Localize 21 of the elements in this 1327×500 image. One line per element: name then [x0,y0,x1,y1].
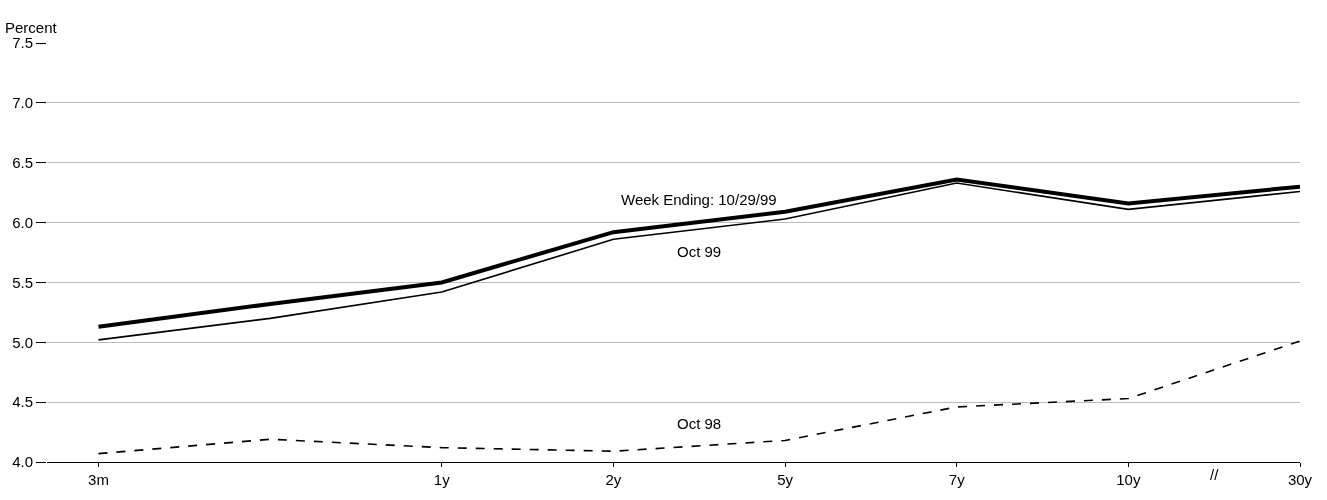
x-tick-label: 30y [1287,471,1313,488]
line-series [97,340,1300,455]
text: // [1210,466,1220,483]
y-tick-label: 7.5 [12,34,33,52]
y-tick-label: 5.0 [12,333,33,351]
x-tick-label: 10y [1116,471,1141,488]
y-tick-label: 4.5 [12,393,33,411]
y-tick-label: 5.5 [12,273,33,291]
y-tick-label: 6.0 [12,213,33,231]
x-tick-label: 2y [605,471,622,488]
series-label: Oct 99 [677,243,722,260]
series-label: Oct 98 [677,415,722,432]
series-label: Week Ending: 10/29/99 [621,191,777,208]
x-tick-label: 1y [433,471,451,488]
y-tick-label: 6.5 [12,153,33,171]
y-tick-label: 7.0 [12,94,33,112]
x-tick-label: 3m [88,471,109,488]
x-tick-label: 7y [948,471,966,488]
x-tick-label: 5y [777,471,794,488]
y-axis-title: Percent [5,19,58,36]
y-tick-label: 4.0 [12,453,33,471]
